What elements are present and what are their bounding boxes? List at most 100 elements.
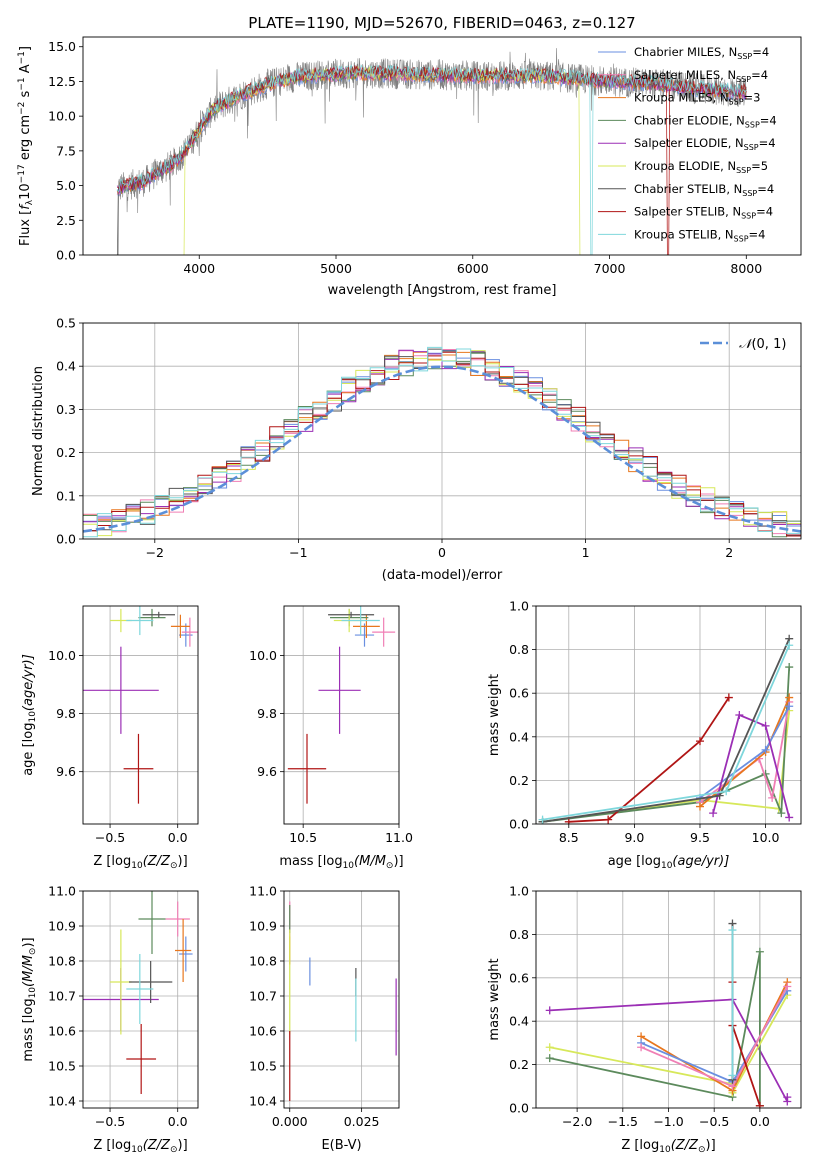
weight-marker (785, 813, 794, 822)
legend-sub: SSP (744, 143, 759, 152)
y-tick-label: 0.2 (509, 773, 529, 788)
panel-age-vs-z: −0.5 0.09.69.810.0Z [log10(Z/Z⊙)]age [log… (21, 605, 199, 871)
legend-label: Chabrier MILES, NSSP=4 (634, 45, 769, 61)
x-axis-label-part: (age/yr)] (672, 854, 729, 869)
y-tick-label: 10.6 (48, 1024, 76, 1039)
x-tick-label: 0.0 (168, 1114, 188, 1129)
x-tick-label: −1 (289, 545, 307, 560)
plot-area (83, 606, 198, 824)
legend-label: Kroupa STELIB, NSSP=4 (634, 227, 765, 243)
weight-marker (538, 815, 547, 824)
weight-marker (783, 982, 792, 991)
x-tick-label: 1 (582, 545, 590, 560)
y-axis-label-part: ] (18, 46, 33, 51)
y-tick-label: 0.0 (56, 248, 76, 263)
x-axis-label-part: Z [log (93, 854, 131, 869)
x-axis-label-part: ⊙ (170, 1145, 178, 1155)
x-axis-label-part: Z [log (93, 1138, 131, 1153)
x-tick-label: 0 (438, 545, 446, 560)
x-tick-label: 0.025 (344, 1114, 380, 1129)
axes-frame (283, 605, 400, 825)
y-axis-label-part: ⊙ (28, 948, 38, 956)
weight-marker (777, 809, 786, 818)
y-tick-label: 0.4 (509, 1014, 529, 1029)
weight-marker (695, 737, 704, 746)
y-tick-label: 1.0 (509, 599, 529, 614)
model-spectrum-line (117, 64, 747, 255)
x-axis-label-part: (M/M (354, 854, 386, 869)
y-tick-label: 0.0 (509, 1101, 529, 1116)
x-tick-label: 0.0 (750, 1114, 770, 1129)
y-axis-label-part: (M/M (21, 955, 36, 987)
x-tick-label: −0.5 (95, 1114, 125, 1129)
y-tick-label: 10.5 (48, 1059, 76, 1074)
weight-marker (785, 663, 794, 672)
axes-frame (82, 605, 199, 825)
x-tick-label: −1.5 (608, 1114, 638, 1129)
y-tick-label: 5.0 (56, 178, 76, 193)
x-axis-label-part: 10 (659, 1145, 671, 1155)
weight-line (549, 951, 761, 1106)
weight-marker (728, 926, 737, 935)
legend-sub: SSP (736, 166, 751, 175)
y-axis-label-part: λ (25, 199, 35, 205)
legend-label: Salpeter MILES, NSSP=4 (634, 68, 768, 84)
y-tick-label: 0.0 (509, 817, 529, 832)
x-axis-label-part: ⊙ (386, 861, 394, 871)
panel-spectrum: 4000 5000 6000 7000 8000 0.0 2.5 5.0 7.5 10.0 12.5… (17, 36, 802, 298)
axes-frame (535, 605, 802, 825)
weight-marker (722, 787, 731, 796)
x-tick-label: 7000 (594, 261, 626, 276)
x-tick-label: −0.5 (699, 1114, 729, 1129)
plot-area (284, 891, 399, 1108)
axes-frame (535, 890, 802, 1109)
weight-marker (755, 1101, 764, 1108)
weight-marker (604, 815, 613, 824)
legend-nssp: =4 (757, 182, 774, 196)
model-spectrum-line (116, 64, 747, 255)
y-tick-label: 2.5 (56, 213, 76, 228)
legend-nssp: =4 (751, 68, 768, 82)
weight-line (699, 701, 791, 803)
plot-area (116, 48, 747, 255)
x-tick-label: −2 (146, 545, 164, 560)
y-axis-label-part: −1 (17, 77, 27, 90)
panel-weight-vs-age: 8.5 9.0 9.5 10.0 0.0 0.2 0.4 0.6 0.8 1.0 age [log1… (487, 599, 802, 871)
y-axis-label-part: −1 (17, 51, 27, 64)
y-tick-label: 11.0 (48, 884, 76, 899)
y-tick-label: 10.9 (48, 919, 76, 934)
x-tick-label: 10.5 (289, 830, 317, 845)
x-axis-label-part: (Z/Z (671, 1138, 699, 1153)
x-axis-label-part: 10 (343, 861, 355, 871)
y-tick-label: 0.2 (56, 445, 76, 460)
y-tick-label: 9.8 (257, 706, 277, 721)
y-tick-label: 11.0 (249, 884, 277, 899)
x-axis-label-part: Z [log (621, 1138, 659, 1153)
legend-label-part: (0, 1) (751, 337, 786, 352)
y-axis-label-part: erg cm (18, 115, 33, 164)
y-axis-label: mass weight (487, 674, 502, 756)
axes-frame (283, 890, 400, 1109)
y-tick-label: 10.4 (48, 1094, 76, 1109)
histogram-step (83, 346, 801, 538)
x-tick-label: 8000 (730, 261, 762, 276)
legend-sub: SSP (742, 189, 757, 198)
y-tick-label: 15.0 (48, 39, 76, 54)
weight-marker (724, 693, 733, 702)
x-axis-label-part: (Z/Z (143, 854, 171, 869)
panel-weight-vs-z: −2.0 −1.5 −1.0 −0.5 0.0 0.0 0.2 0.4 0.6 0.8 1.0 Z [… (487, 884, 802, 1155)
x-axis-label: age [log10(age/yr)] (608, 854, 730, 871)
y-tick-label: 10.8 (249, 954, 277, 969)
legend: Chabrier MILES, NSSP=4 Salpeter MILES, NS… (598, 45, 777, 243)
y-tick-label: 9.6 (56, 764, 76, 779)
y-axis-label: Normed distribution (31, 366, 46, 496)
y-tick-label: 10.7 (249, 989, 277, 1004)
y-tick-label: 0.4 (56, 359, 76, 374)
weight-marker (564, 817, 573, 824)
legend-sub: SSP (736, 75, 751, 84)
axes-frame (82, 322, 802, 540)
y-tick-label: 10.6 (249, 1024, 277, 1039)
legend-nssp: =4 (760, 113, 777, 127)
y-tick-label: 9.8 (56, 706, 76, 721)
y-tick-label: 10.8 (48, 954, 76, 969)
